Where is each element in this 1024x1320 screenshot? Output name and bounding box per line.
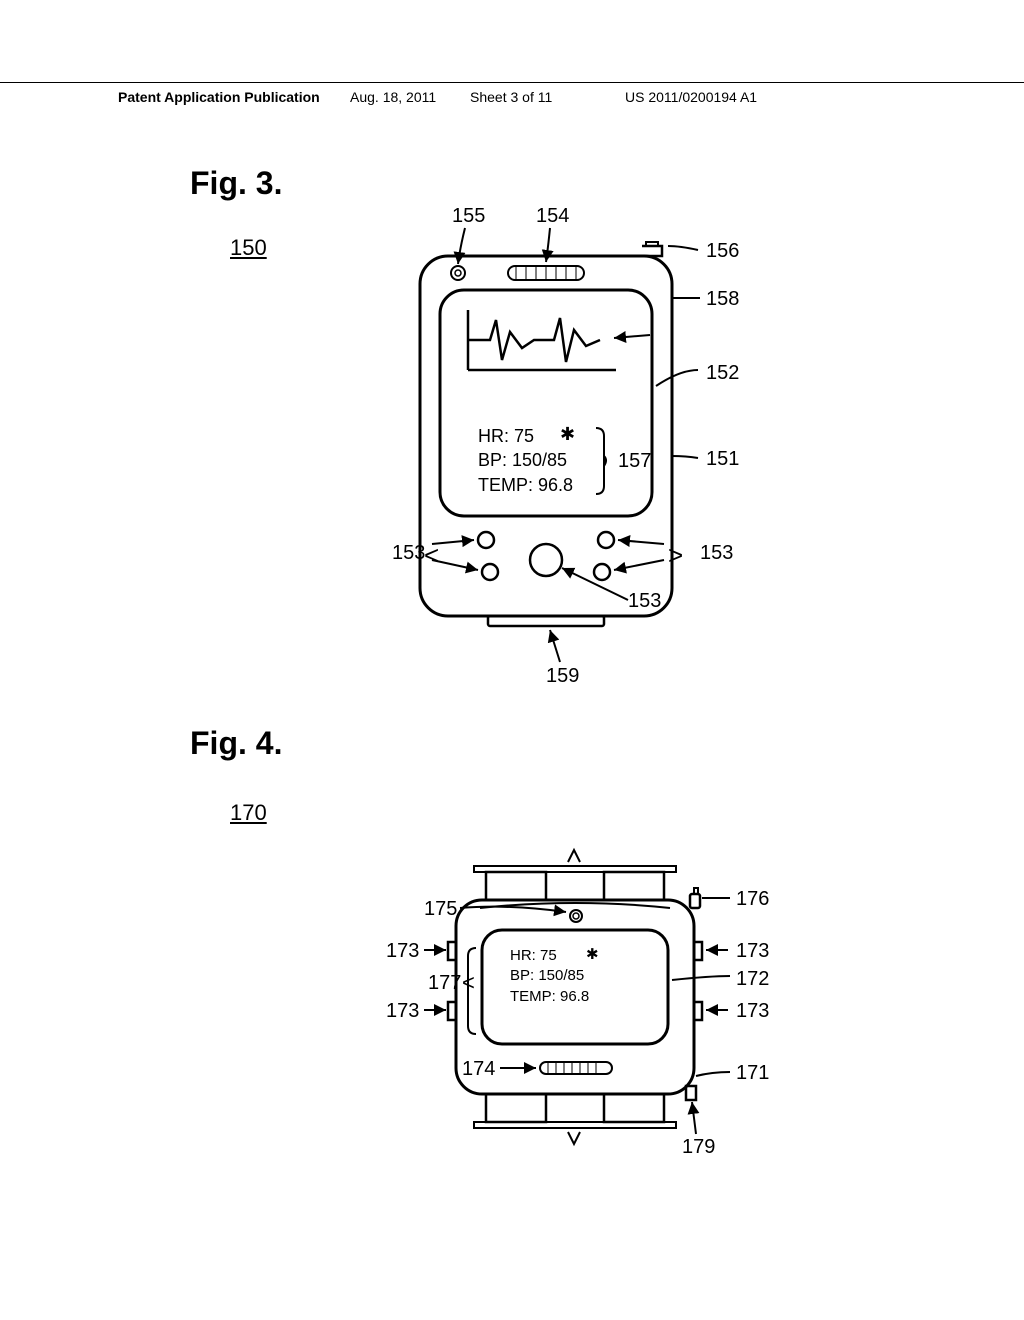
fig4-temp: TEMP: 96.8 — [510, 987, 589, 1007]
bracket-177-icon: < — [462, 970, 475, 996]
figure-4-drawing — [0, 0, 1024, 1320]
callout-179: 179 — [682, 1136, 715, 1159]
callout-176: 176 — [736, 888, 769, 911]
callout-172: 172 — [736, 968, 769, 991]
asterisk-icon-2: ✱ — [586, 945, 599, 963]
callout-175: 175 — [424, 898, 457, 921]
page: Patent Application Publication Aug. 18, … — [0, 0, 1024, 1320]
callout-173-br: 173 — [736, 1000, 769, 1023]
callout-173-bl: 173 — [386, 1000, 419, 1023]
callout-173-tl: 173 — [386, 940, 419, 963]
callout-173-tr: 173 — [736, 940, 769, 963]
callout-171: 171 — [736, 1062, 769, 1085]
fig4-hr: HR: 75 — [510, 946, 589, 966]
fig4-vitals: HR: 75 BP: 150/85 TEMP: 96.8 — [510, 946, 589, 1007]
callout-177: 177 — [428, 972, 461, 995]
fig4-bp: BP: 150/85 — [510, 966, 589, 986]
callout-174: 174 — [462, 1058, 495, 1081]
